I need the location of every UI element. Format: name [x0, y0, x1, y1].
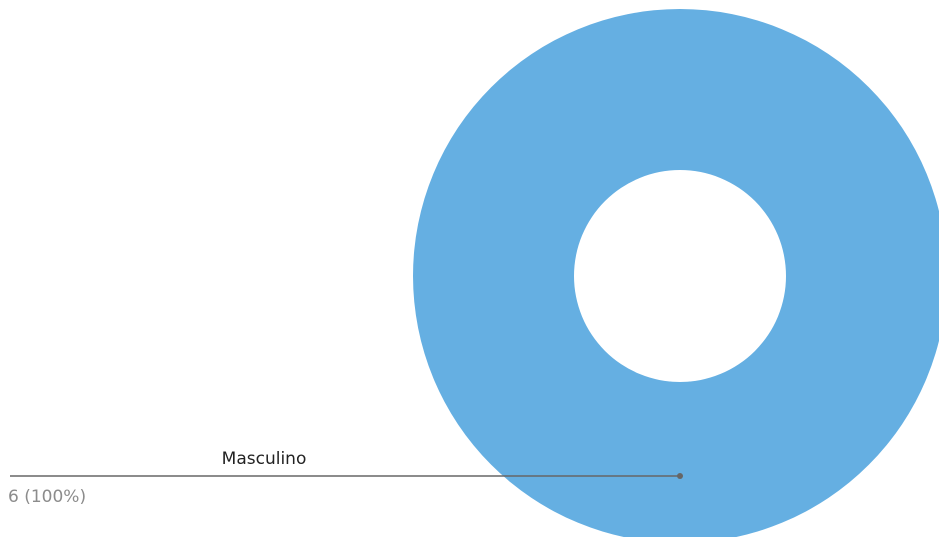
donut-slice-masculino[interactable]	[413, 9, 939, 537]
slices-layer	[413, 9, 939, 537]
slice-value-label: 6 (100%)	[8, 487, 86, 507]
labels-layer: Masculino 6 (100%)	[8, 449, 683, 507]
slice-label: Masculino	[222, 449, 307, 469]
leader-line-dot	[677, 473, 683, 479]
